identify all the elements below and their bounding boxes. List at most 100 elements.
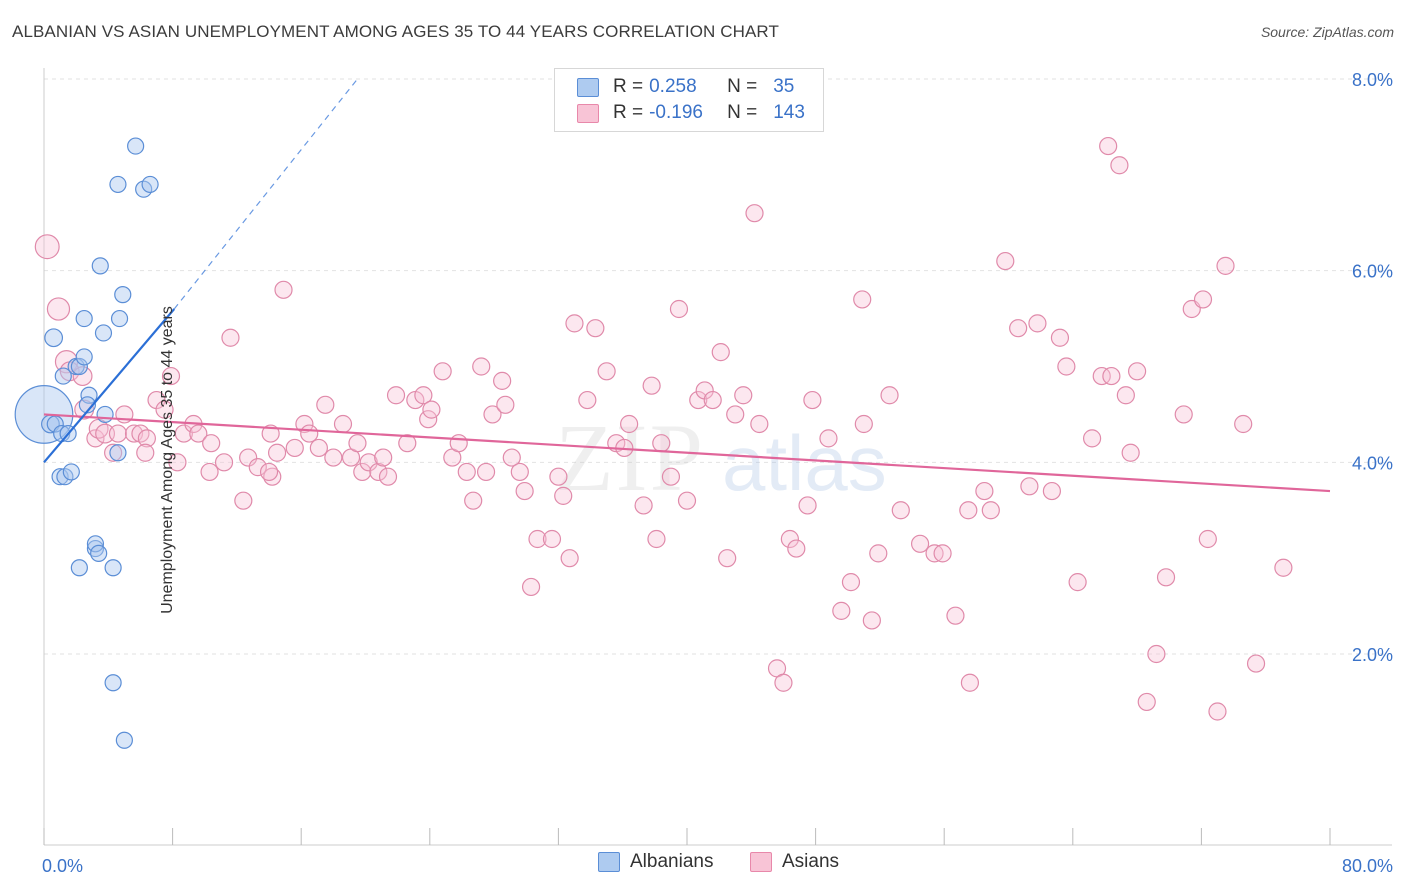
asian-point: [586, 319, 605, 338]
asian-point: [359, 453, 378, 472]
asian-point: [476, 462, 496, 482]
asian-point: [378, 467, 398, 486]
asian-point: [1057, 357, 1076, 376]
albanian-point: [91, 257, 109, 275]
asian-point: [136, 443, 155, 462]
asian-point: [745, 204, 764, 223]
asian-point: [348, 434, 367, 453]
asian-point: [549, 467, 568, 486]
asian-point: [309, 438, 328, 458]
asian-point: [528, 529, 547, 549]
albanian-trend-extension: [173, 78, 358, 310]
legend-label-asians: Asians: [782, 851, 840, 872]
asian-point: [386, 386, 406, 405]
asian-point: [933, 544, 952, 563]
albanian-trend-line: [43, 308, 176, 464]
asian-point: [803, 390, 822, 410]
albanian-point: [104, 559, 122, 577]
legend-item-albanians[interactable]: Albanians: [598, 851, 713, 873]
asian-point: [798, 496, 817, 515]
asian-point: [862, 611, 881, 630]
albanian-point: [86, 535, 105, 553]
asian-point: [239, 448, 258, 467]
albanian-point: [109, 175, 127, 194]
asian-point: [464, 491, 483, 510]
y-tick-label: 2.0%: [1352, 645, 1393, 665]
asian-trend-line: [43, 413, 1331, 493]
asian-point: [774, 673, 793, 692]
y-tick-labels: 2.0% 4.0% 6.0% 8.0%: [1352, 70, 1393, 665]
asian-point: [891, 501, 910, 520]
asian-point: [161, 366, 181, 386]
albanian-point: [110, 309, 129, 328]
albanian-point: [96, 405, 114, 424]
asian-point: [703, 390, 722, 410]
asian-point: [1246, 654, 1266, 673]
asian-point: [869, 544, 888, 563]
x-tick-label: 80.0%: [1342, 856, 1393, 876]
stats-legend: R = 0.258 N = 35 R = -0.196 N = 143: [554, 68, 824, 132]
asian-point: [369, 462, 388, 482]
asian-point: [414, 386, 433, 405]
asian-point: [398, 434, 417, 453]
asian-point: [1216, 256, 1235, 275]
asian-point: [333, 414, 353, 434]
asian-point: [1028, 314, 1047, 333]
asian-point: [734, 386, 753, 405]
asian-point: [841, 573, 861, 592]
asian-point: [1137, 692, 1156, 712]
asian-point: [669, 299, 689, 319]
asian-point: [711, 343, 730, 362]
asian-point: [353, 462, 372, 482]
asian-point: [1174, 405, 1193, 424]
albanian-point: [141, 175, 159, 194]
asian-point: [750, 414, 769, 434]
asian-point: [542, 529, 562, 549]
albanian-point: [51, 468, 69, 486]
asian-point: [1099, 136, 1118, 156]
x-tick-label: 0.0%: [42, 856, 83, 876]
asian-point: [1121, 443, 1140, 462]
asian-point: [565, 314, 584, 333]
asian-point: [234, 491, 253, 510]
asian-point: [34, 234, 60, 260]
asian-point: [221, 328, 240, 347]
asian-point: [457, 462, 476, 482]
asian-point: [295, 414, 314, 434]
albanian-point: [104, 674, 122, 692]
albanian-point: [127, 137, 145, 155]
legend-item-asians[interactable]: Asians: [750, 851, 839, 873]
asian-point: [95, 423, 116, 444]
chart-title: ALBANIAN VS ASIAN UNEMPLOYMENT AMONG AGE…: [12, 22, 779, 41]
asian-point: [1110, 156, 1129, 175]
asian-point: [1068, 573, 1087, 592]
asian-point: [996, 251, 1015, 271]
legend-r-label: R =: [613, 76, 644, 97]
y-axis-label: Unemployment Among Ages 35 to 44 years: [158, 306, 176, 614]
albanian-point: [44, 328, 64, 348]
asian-point: [647, 529, 666, 549]
asian-point: [72, 366, 93, 387]
asian-point: [652, 434, 671, 453]
asian-point: [248, 458, 267, 477]
asian-point: [267, 443, 287, 462]
asian-point: [1020, 477, 1039, 496]
asian-point: [597, 362, 616, 381]
asian-point: [285, 438, 304, 458]
asian-point: [726, 405, 745, 424]
albanian-point: [75, 348, 93, 366]
albanian-point: [75, 309, 93, 328]
trend-lines: [43, 78, 1331, 493]
albanian-point: [70, 559, 88, 577]
asian-point: [104, 443, 123, 462]
asian-point: [661, 467, 681, 486]
asian-point: [910, 534, 930, 553]
x-tick-labels: 0.0% 80.0%: [42, 856, 1393, 876]
asian-point: [108, 424, 128, 443]
asian-point: [959, 501, 978, 520]
asian-point: [1193, 290, 1213, 309]
asian-point: [324, 448, 343, 467]
asian-point: [1042, 481, 1062, 501]
asian-point: [1198, 529, 1217, 549]
watermark: ZIP atlas: [555, 404, 887, 511]
